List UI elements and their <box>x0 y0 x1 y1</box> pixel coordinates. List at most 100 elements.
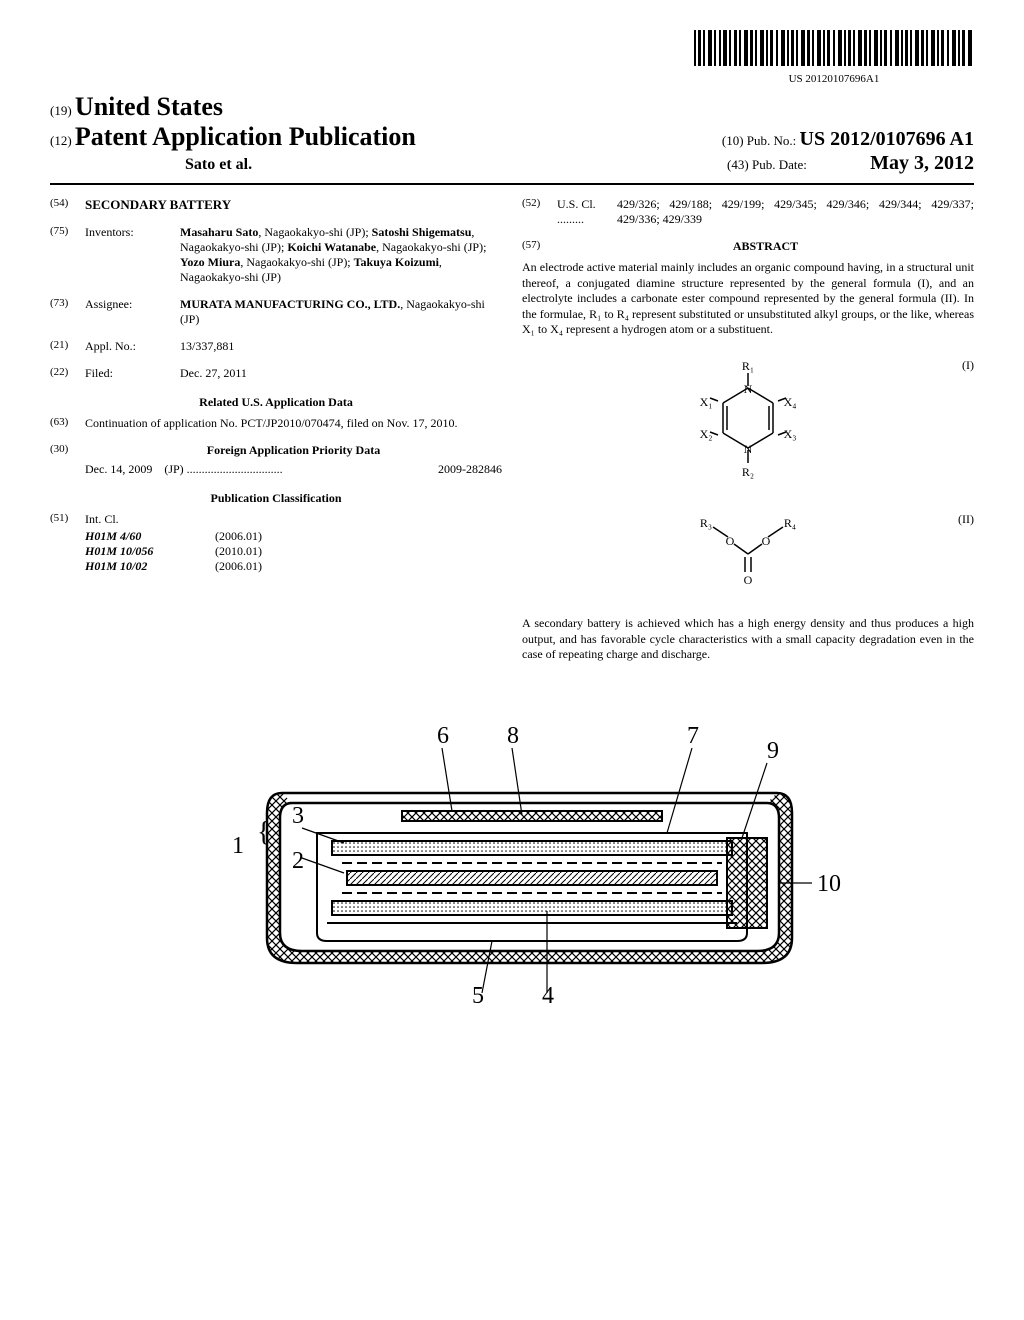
diagram-label-4: 4 <box>542 983 554 1003</box>
int-cl-year-2: (2006.01) <box>215 559 262 574</box>
formula1-X1: X₁ <box>700 395 713 409</box>
pub-no-label: Pub. No.: <box>747 133 796 148</box>
foreign-date: Dec. 14, 2009 <box>85 462 152 476</box>
us-cl-label: U.S. Cl. <box>557 197 596 211</box>
formula2-label: (II) <box>958 512 974 527</box>
assignee-label: Assignee: <box>85 297 180 327</box>
abstract-heading: ABSTRACT <box>557 239 974 254</box>
header-19-num: (19) <box>50 103 72 118</box>
inventors-num: (75) <box>50 225 85 285</box>
filed-value: Dec. 27, 2011 <box>180 366 502 381</box>
title: SECONDARY BATTERY <box>85 197 502 213</box>
diagram-brace: { <box>257 817 270 848</box>
int-cl-item-2: H01M 10/02 (2006.01) <box>85 559 502 574</box>
pub-no-num: (10) <box>722 133 744 148</box>
pub-date: May 3, 2012 <box>870 152 974 174</box>
inventors-row: (75) Inventors: Masaharu Sato, Nagaokaky… <box>50 225 502 285</box>
appl-no-value: 13/337,881 <box>180 339 502 354</box>
foreign-data-row: Dec. 14, 2009 (JP) .....................… <box>85 462 502 477</box>
formula2-O1: O <box>726 534 735 548</box>
diagram-label-9: 9 <box>767 738 779 764</box>
barcode: US 20120107696A1 <box>694 30 974 85</box>
formula1-svg: R₁ N X₁ X₄ X₂ X₃ N R₂ <box>658 358 838 488</box>
formula2-svg: R₃ R₄ O O O <box>658 512 838 592</box>
formula2-O2: O <box>762 534 771 548</box>
header-pub-type: Patent Application Publication <box>75 122 416 151</box>
battery-diagram: 1 { 3 2 6 8 7 9 5 4 10 <box>152 693 872 1003</box>
continuation-row: (63) Continuation of application No. PCT… <box>50 416 502 431</box>
us-cl-row: (52) U.S. Cl. ......... 429/326; 429/188… <box>522 197 974 227</box>
assignee-row: (73) Assignee: MURATA MANUFACTURING CO.,… <box>50 297 502 327</box>
foreign-heading: Foreign Application Priority Data <box>85 443 502 458</box>
assignee-value: MURATA MANUFACTURING CO., LTD., Nagaokak… <box>180 297 502 327</box>
diagram-label-3: 3 <box>292 803 304 829</box>
int-cl-row: (51) Int. Cl. <box>50 512 502 527</box>
diagram-label-7: 7 <box>687 723 699 749</box>
appl-no-row: (21) Appl. No.: 13/337,881 <box>50 339 502 354</box>
header-line3: Sato et al. (43) Pub. Date: May 3, 2012 <box>50 152 974 175</box>
inventors-value: Masaharu Sato, Nagaokakyo-shi (JP); Sato… <box>180 225 502 285</box>
diagram-label-6: 6 <box>437 723 449 749</box>
foreign-num-row: (30) Foreign Application Priority Data <box>50 443 502 458</box>
formula1-R1: R₁ <box>742 359 754 373</box>
barcode-area: US 20120107696A1 <box>50 30 974 87</box>
foreign-num: (30) <box>50 443 85 458</box>
related-heading: Related U.S. Application Data <box>50 395 502 410</box>
us-cl-value: 429/326; 429/188; 429/199; 429/345; 429/… <box>617 197 974 227</box>
formula1-X3: X₃ <box>784 427 797 441</box>
pub-class-heading: Publication Classification <box>50 491 502 506</box>
formula2-O3: O <box>744 573 753 587</box>
pub-date-num: (43) <box>727 157 749 172</box>
appl-no-label: Appl. No.: <box>85 339 180 354</box>
header-right: (10) Pub. No.: US 2012/0107696 A1 <box>722 128 974 151</box>
header-12-num: (12) <box>50 133 72 148</box>
formula1-N2: N <box>744 442 753 456</box>
diagram-label-8: 8 <box>507 723 519 749</box>
formula1-container: (I) R₁ N X₁ X₄ X₂ <box>522 358 974 492</box>
int-cl-num: (51) <box>50 512 85 527</box>
formula1-label: (I) <box>962 358 974 373</box>
abstract-num: (57) <box>522 239 557 254</box>
abstract-para2: A secondary battery is achieved which ha… <box>522 616 974 663</box>
int-cl-label: Int. Cl. <box>85 512 502 527</box>
continuation-value: Continuation of application No. PCT/JP20… <box>85 416 502 431</box>
pub-date-line: (43) Pub. Date: May 3, 2012 <box>727 152 974 175</box>
barcode-svg <box>694 30 974 66</box>
int-cl-code-0: H01M 4/60 <box>85 529 215 544</box>
foreign-app: 2009-282846 <box>438 462 502 477</box>
abstract-heading-row: (57) ABSTRACT <box>522 239 974 254</box>
header-line1: (19) United States <box>50 92 974 122</box>
diagram-area: 1 { 3 2 6 8 7 9 5 4 10 <box>50 693 974 1008</box>
filed-label: Filed: <box>85 366 180 381</box>
barcode-number: US 20120107696A1 <box>694 73 974 85</box>
foreign-country: (JP) <box>164 462 183 476</box>
int-cl-item-0: H01M 4/60 (2006.01) <box>85 529 502 544</box>
left-column: (54) SECONDARY BATTERY (75) Inventors: M… <box>50 197 502 663</box>
divider <box>50 183 974 185</box>
header-left: (12) Patent Application Publication <box>50 122 416 152</box>
title-num: (54) <box>50 197 85 213</box>
int-cl-year-0: (2006.01) <box>215 529 262 544</box>
formula2-R3: R₃ <box>700 516 712 530</box>
formula2-R4: R₄ <box>784 516 796 530</box>
diagram-label-2: 2 <box>292 848 304 874</box>
formula1-N1: N <box>744 382 753 396</box>
int-cl-code-1: H01M 10/056 <box>85 544 215 559</box>
int-cl-year-1: (2010.01) <box>215 544 262 559</box>
filed-row: (22) Filed: Dec. 27, 2011 <box>50 366 502 381</box>
diagram-label-10: 10 <box>817 871 841 897</box>
formula2-container: (II) R₃ R₄ O O O <box>522 512 974 596</box>
main-content: (54) SECONDARY BATTERY (75) Inventors: M… <box>50 197 974 663</box>
formula1-X2: X₂ <box>700 427 713 441</box>
abstract-para1: An electrode active material mainly incl… <box>522 260 974 338</box>
appl-no-num: (21) <box>50 339 85 354</box>
diagram-label-1: 1 <box>232 833 244 859</box>
int-cl-code-2: H01M 10/02 <box>85 559 215 574</box>
formula1-R2: R₂ <box>742 465 754 479</box>
int-cl-item-1: H01M 10/056 (2010.01) <box>85 544 502 559</box>
header-line2: (12) Patent Application Publication (10)… <box>50 122 974 152</box>
authors: Sato et al. <box>185 156 252 174</box>
inventors-label: Inventors: <box>85 225 180 285</box>
header-country: United States <box>75 92 223 121</box>
formula1-X4: X₄ <box>784 395 797 409</box>
